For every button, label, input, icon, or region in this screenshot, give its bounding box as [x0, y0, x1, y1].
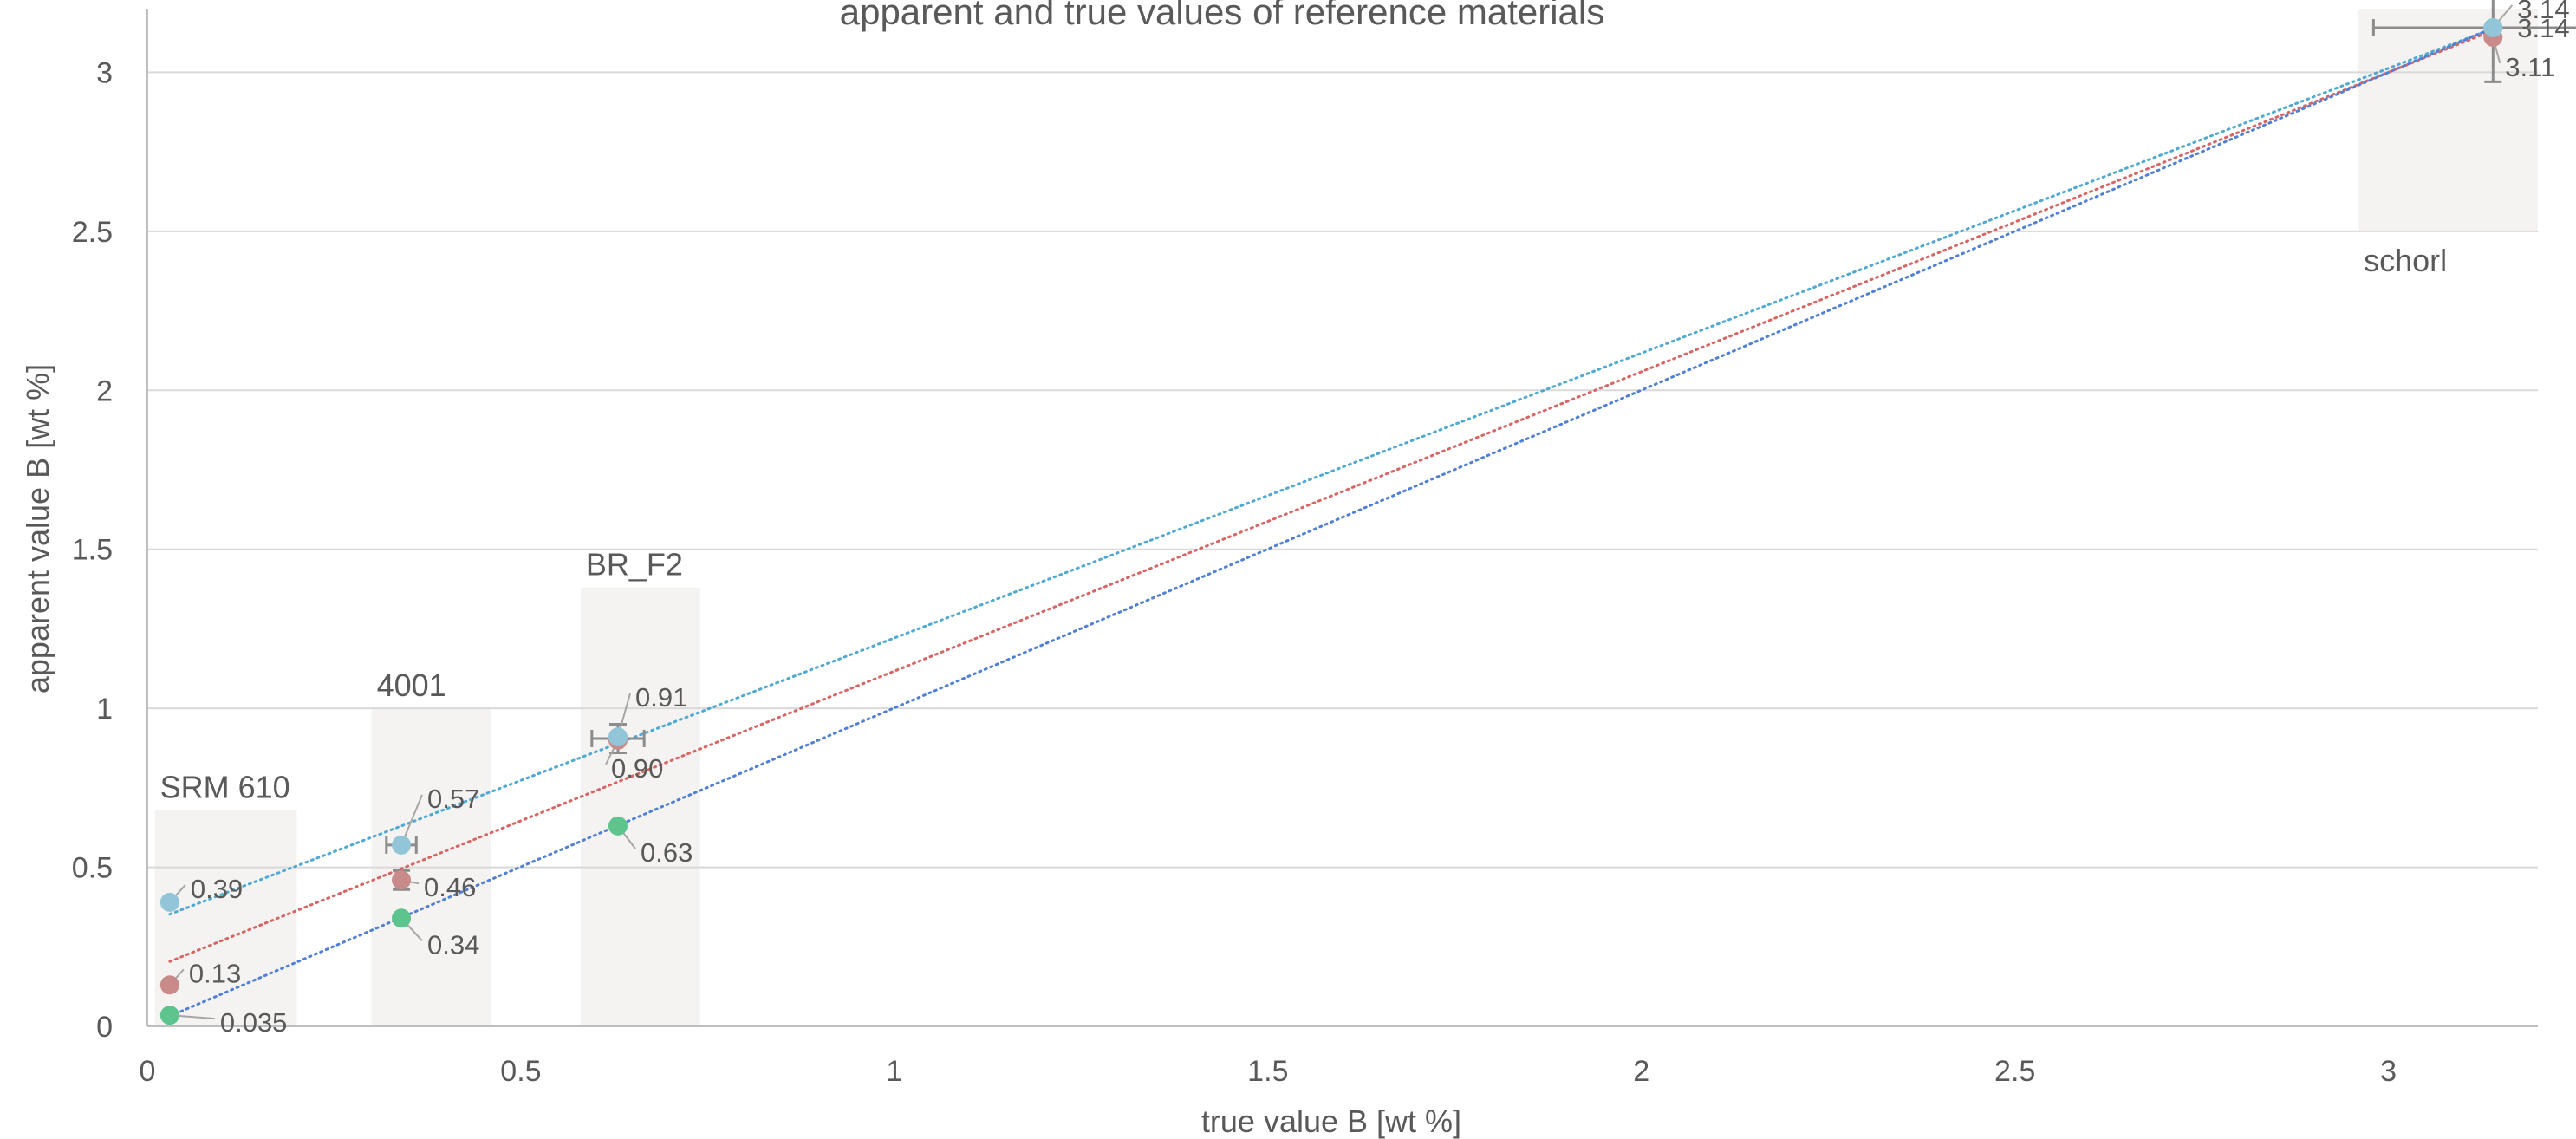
- gridlines: [147, 71, 2538, 869]
- data-label-series-2: 0.46: [424, 872, 476, 902]
- x-tick-label: 0.5: [500, 1055, 541, 1088]
- data-point-series-1: [608, 727, 628, 747]
- data-points: [159, 18, 2503, 1025]
- data-point-series-3: [392, 908, 412, 928]
- data-label-series-3: 0.63: [641, 837, 693, 868]
- y-tick-label: 1.5: [72, 534, 113, 567]
- y-tick-label: 0.5: [72, 852, 113, 885]
- data-point-series-3: [608, 816, 628, 836]
- data-label-series-1: 0.91: [635, 682, 687, 713]
- data-label-series-1: 0.57: [427, 784, 479, 814]
- group-label-4001: 4001: [377, 667, 446, 703]
- data-label-series-3: 3.14: [2517, 13, 2569, 43]
- chart-title: apparent and true values of reference ma…: [840, 0, 1605, 32]
- x-tick-label: 2.5: [1994, 1055, 2035, 1088]
- trendline-series-3: [168, 26, 2495, 1018]
- data-point-series-1: [392, 835, 412, 855]
- trendlines: [168, 26, 2495, 1018]
- y-tick-label: 0: [96, 1011, 113, 1044]
- trendline-series-1: [168, 27, 2495, 916]
- data-label-series-3: 0.34: [427, 929, 479, 960]
- data-label-series-2: 0.90: [611, 753, 663, 784]
- group-box-srm-610: [154, 810, 297, 1026]
- group-label-schorl: schorl: [2364, 243, 2447, 278]
- y-axis-title: apparent value B [wt %]: [20, 364, 55, 693]
- x-tick-label: 1.5: [1247, 1055, 1288, 1088]
- data-point-series-2: [392, 870, 412, 890]
- data-point-series-1: [2483, 18, 2503, 38]
- y-tick-label: 3: [96, 56, 113, 89]
- group-box-schorl: [2358, 9, 2538, 231]
- group-label-srm-610: SRM 610: [160, 770, 290, 805]
- trendline-series-2: [168, 29, 2495, 963]
- group-box-br-f2: [580, 587, 700, 1026]
- data-point-series-2: [159, 975, 179, 995]
- data-label-series-2: 0.13: [189, 958, 241, 988]
- x-tick-label: 3: [2380, 1055, 2397, 1088]
- y-tick-label: 2: [96, 374, 113, 407]
- axes: [146, 9, 2538, 1027]
- y-tick-label: 2.5: [72, 216, 113, 249]
- x-tick-label: 1: [886, 1055, 902, 1088]
- data-label-series-1: 3.14: [2517, 0, 2569, 24]
- tick-labels: 0 0.5 1 1.5 2 2.5 3 0 0.5 1 1.5 2 2.5 3: [72, 56, 2397, 1088]
- group-label-br-f2: BR_F2: [586, 547, 683, 583]
- data-point-series-1: [159, 892, 179, 912]
- data-label-series-3: 0.035: [220, 1007, 288, 1038]
- data-labels: 0.39 0.57 0.91 3.14 0.13 0.46 0.90 3.11 0.035 0.3…: [189, 0, 2570, 1038]
- x-tick-label: 0: [140, 1055, 156, 1088]
- data-label-series-1: 0.39: [191, 874, 243, 904]
- data-point-series-3: [159, 1006, 179, 1025]
- x-tick-label: 2: [1633, 1055, 1649, 1088]
- x-axis-title: true value B [wt %]: [1201, 1103, 1461, 1139]
- y-tick-label: 1: [96, 693, 113, 726]
- data-label-series-2: 3.11: [2505, 52, 2555, 82]
- reference-material-boxes: SRM 610 4001 BR_F2 schorl: [154, 9, 2538, 1026]
